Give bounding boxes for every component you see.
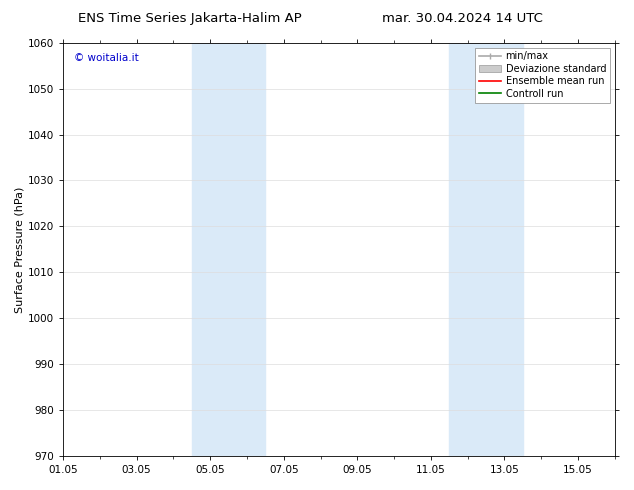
Bar [192,43,266,456]
Legend: min/max, Deviazione standard, Ensemble mean run, Controll run: min/max, Deviazione standard, Ensemble m… [476,48,610,102]
Text: mar. 30.04.2024 14 UTC: mar. 30.04.2024 14 UTC [382,12,543,25]
Text: ENS Time Series Jakarta-Halim AP: ENS Time Series Jakarta-Halim AP [79,12,302,25]
Y-axis label: Surface Pressure (hPa): Surface Pressure (hPa) [15,186,25,313]
Bar [450,43,523,456]
Text: © woitalia.it: © woitalia.it [74,53,139,63]
